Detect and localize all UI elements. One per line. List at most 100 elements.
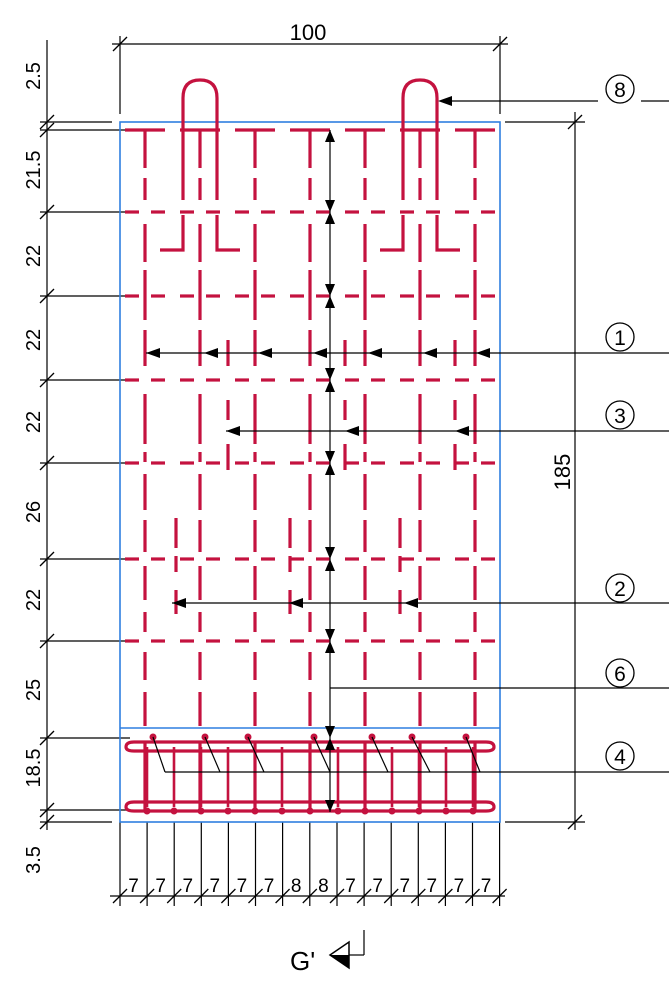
leader-1: 1 [146, 322, 669, 358]
left-dim-label: 26 [23, 501, 45, 523]
callout-4-label: 4 [614, 746, 626, 769]
up-arrow [325, 212, 335, 224]
callout-2-circle [605, 573, 635, 603]
leader-2: 2 [172, 573, 669, 608]
bottom-dim-label: 7 [399, 876, 410, 897]
left-dim-label: 22 [23, 411, 45, 433]
bar-dot [469, 807, 477, 815]
bottom-dim-label: 7 [481, 876, 492, 897]
bottom-dim-tick [193, 888, 209, 904]
bar-dot [251, 807, 259, 815]
bottom-dim-label: 7 [264, 876, 275, 897]
bottom-dim-tick [275, 888, 291, 904]
bottom-dim-tick [329, 888, 345, 904]
left-dim-tick [39, 633, 55, 649]
bottom-dim-tick [437, 888, 453, 904]
up-arrow [325, 130, 335, 142]
left-dim-tick [39, 551, 55, 567]
bottom-bar-dots [143, 733, 477, 815]
bottom-dim-tick [492, 888, 508, 904]
bar-dot [334, 807, 342, 815]
callout-4-circle [605, 741, 635, 771]
right-dimension: 185 [505, 112, 585, 830]
bottom-dim-label: 7 [128, 876, 139, 897]
down-arrow [325, 547, 335, 559]
left-dimension-chain: 2.5 21.5 22 22 22 26 22 25 18.5 3.5 [23, 40, 130, 874]
callout-3-label: 3 [614, 405, 626, 428]
down-arrow [325, 629, 335, 641]
left-dim-label: 18.5 [23, 749, 45, 788]
bottom-dim-label: 7 [210, 876, 221, 897]
left-dim-tick [39, 114, 55, 130]
left-dim-label: 2.5 [23, 62, 45, 90]
lifting-loop-right [401, 78, 439, 124]
bottom-dim-tick [383, 888, 399, 904]
bottom-dim-label: 7 [182, 876, 193, 897]
bottom-dim-tick [410, 888, 426, 904]
up-arrow [325, 738, 335, 750]
bottom-bars [124, 740, 496, 813]
bottom-dim-label: 7 [372, 876, 383, 897]
bottom-dim-label: 7 [454, 876, 465, 897]
callout-8-circle [605, 74, 635, 104]
callout-6-label: 6 [614, 663, 626, 686]
bottom-dim-label: 8 [291, 876, 302, 897]
right-dimension-label: 185 [550, 454, 575, 491]
bar-dot [306, 807, 314, 815]
top-dimension-label: 100 [290, 20, 327, 45]
bar-dot [170, 807, 178, 815]
bar-dot [442, 807, 450, 815]
bottom-bar-upper [124, 740, 496, 753]
down-arrow [325, 726, 335, 738]
left-dim-tick [39, 802, 55, 818]
center-dimension-line [325, 130, 335, 812]
left-dim-tick [39, 730, 55, 746]
top-dimension: 100 [112, 20, 508, 114]
bottom-dim-label: 7 [237, 876, 248, 897]
left-dim-tick [39, 288, 55, 304]
down-arrow [325, 200, 335, 212]
left-dim-label: 22 [23, 589, 45, 611]
leader-3: 3 [226, 400, 669, 436]
callout-3-circle [605, 400, 635, 430]
callout-1-circle [605, 322, 635, 352]
callout-8-label: 8 [614, 79, 626, 102]
rebar-grid [125, 128, 495, 812]
up-arrow [325, 559, 335, 571]
bar-dot [197, 807, 205, 815]
leader-8: 8 [438, 74, 669, 106]
left-dim-label: 22 [23, 245, 45, 267]
down-arrow [325, 284, 335, 296]
bottom-dim-label: 7 [155, 876, 166, 897]
lifting-loop-left [181, 78, 219, 124]
callout-1-label: 1 [614, 327, 626, 350]
leader-4: 4 [152, 736, 669, 773]
bottom-dim-tick [139, 888, 155, 904]
bar-dot [143, 807, 151, 815]
bottom-bar-lower [124, 800, 496, 813]
bottom-dim-tick [112, 888, 128, 904]
left-dim-label: 25 [23, 679, 45, 701]
leader-6: 6 [330, 658, 669, 689]
callout-6-circle [605, 658, 635, 688]
bottom-dim-label: 7 [427, 876, 438, 897]
left-dim-label: 22 [23, 329, 45, 351]
bar-dot [361, 807, 369, 815]
bottom-dim-tick [166, 888, 182, 904]
left-dim-label: 21.5 [23, 151, 45, 190]
bottom-dim-tick [248, 888, 263, 904]
up-arrow [325, 641, 335, 653]
left-dim-tick [39, 814, 55, 830]
left-dim-label: 3.5 [23, 846, 45, 874]
callout-2-label: 2 [614, 578, 626, 601]
bar-dot [278, 807, 286, 815]
bottom-dim-label: 7 [345, 876, 356, 897]
bottom-dim-tick [220, 888, 236, 904]
left-dim-tick [39, 372, 55, 388]
bottom-dim-tick [356, 888, 372, 904]
bottom-dim-label: 8 [318, 876, 329, 897]
lifting-loops [160, 78, 460, 252]
down-arrow [325, 451, 335, 463]
